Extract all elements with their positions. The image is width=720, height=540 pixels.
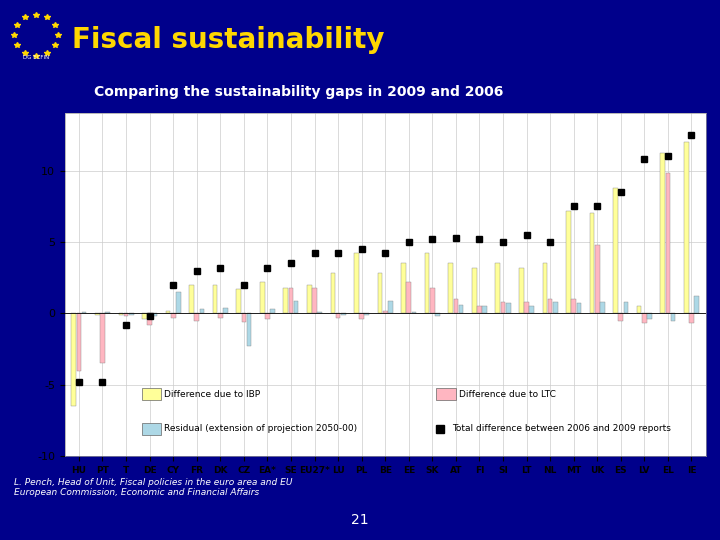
Bar [289, 288, 293, 313]
Bar [500, 302, 505, 313]
Bar [82, 312, 86, 313]
Bar [406, 282, 411, 313]
Bar [543, 264, 547, 313]
Bar [247, 313, 251, 346]
Bar [171, 313, 176, 318]
Bar [95, 313, 99, 315]
Bar [330, 273, 336, 313]
Bar [566, 211, 571, 313]
Bar [472, 268, 477, 313]
Text: Comparing the sustainability gaps in 2009 and 2006: Comparing the sustainability gaps in 200… [94, 85, 503, 99]
Bar [529, 306, 534, 313]
Bar [307, 285, 312, 313]
Bar [553, 302, 557, 313]
Bar [482, 306, 487, 313]
Bar [430, 288, 435, 313]
Bar [119, 313, 123, 315]
Bar [435, 313, 440, 315]
Text: L. Pench, Head of Unit, Fiscal policies in the euro area and EU
European Commiss: L. Pench, Head of Unit, Fiscal policies … [14, 478, 293, 497]
Bar [449, 264, 453, 313]
Bar [671, 313, 675, 321]
Bar [336, 313, 341, 318]
Bar [689, 313, 694, 323]
Text: Residual (extension of projection 2050-00): Residual (extension of projection 2050-0… [164, 424, 357, 433]
Bar [577, 303, 581, 313]
Bar [613, 188, 618, 313]
Bar [76, 313, 81, 370]
Bar [71, 313, 76, 406]
Bar [129, 313, 134, 315]
Bar [260, 282, 264, 313]
Bar [477, 306, 482, 313]
Bar [294, 301, 299, 313]
Bar [148, 313, 152, 325]
Bar [590, 213, 595, 313]
Text: Total difference between 2006 and 2009 reports: Total difference between 2006 and 2009 r… [452, 424, 671, 433]
Bar [684, 142, 688, 313]
Bar [270, 309, 275, 313]
Bar [153, 313, 157, 316]
Bar [519, 268, 523, 313]
Bar [312, 288, 317, 313]
Text: 21: 21 [351, 513, 369, 526]
Bar [495, 264, 500, 313]
Bar [524, 302, 529, 313]
Bar [142, 313, 147, 319]
Bar [388, 301, 392, 313]
Bar [236, 289, 241, 313]
Bar [241, 313, 246, 322]
Bar [383, 310, 387, 313]
Bar [624, 302, 629, 313]
Bar [124, 313, 128, 316]
Bar [454, 299, 458, 313]
Bar [218, 313, 222, 318]
Bar [595, 245, 600, 313]
Bar [318, 312, 322, 313]
Bar [548, 299, 552, 313]
Bar [436, 388, 456, 400]
Text: Difference due to IBP: Difference due to IBP [164, 389, 260, 399]
Bar [665, 173, 670, 313]
Text: DG ECFIN: DG ECFIN [23, 56, 49, 60]
Text: Difference due to LTC: Difference due to LTC [459, 389, 556, 399]
Bar [636, 306, 642, 313]
Bar [199, 309, 204, 313]
Bar [618, 313, 623, 321]
Bar [166, 311, 171, 313]
Bar [341, 313, 346, 315]
Bar [142, 388, 161, 400]
Bar [401, 264, 406, 313]
Bar [459, 305, 464, 313]
Bar [378, 273, 382, 313]
Bar [354, 253, 359, 313]
Bar [194, 313, 199, 321]
Bar [105, 312, 110, 313]
Bar [142, 423, 161, 435]
Bar [506, 303, 510, 313]
Text: Fiscal sustainability: Fiscal sustainability [72, 26, 384, 55]
Bar [189, 285, 194, 313]
Bar [660, 153, 665, 313]
Bar [647, 313, 652, 319]
Bar [412, 312, 416, 313]
Bar [694, 296, 699, 313]
Bar [359, 313, 364, 319]
Bar [265, 313, 270, 319]
Bar [176, 292, 181, 313]
Bar [213, 285, 217, 313]
Bar [100, 313, 105, 363]
Bar [600, 302, 605, 313]
Bar [425, 253, 429, 313]
Bar [642, 313, 647, 323]
Bar [284, 288, 288, 313]
Bar [223, 308, 228, 313]
Bar [572, 299, 576, 313]
Bar [364, 313, 369, 315]
